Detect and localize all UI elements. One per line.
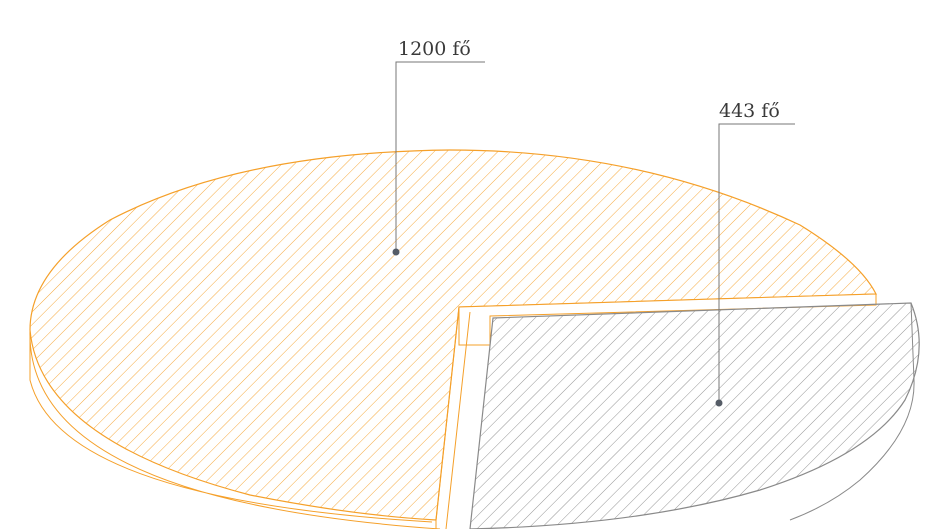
slice-1200-side — [29, 329, 441, 529]
slice-443 — [469, 302, 920, 529]
slice-label-443: 443 fő — [719, 100, 780, 122]
leader-dot-1200 — [392, 248, 400, 256]
slice-443-top — [469, 302, 920, 529]
slice-443-side — [789, 302, 915, 521]
slice-1200-cut-edge — [435, 306, 471, 529]
slice-label-1200: 1200 fő — [398, 38, 471, 60]
leader-line-1200 — [395, 61, 485, 252]
leader-dot-443 — [715, 399, 723, 407]
slice-1200 — [29, 149, 877, 529]
slice-1200-top — [29, 149, 877, 521]
label-1200: 1200 fő — [392, 38, 485, 256]
slice-1200-inner-face — [458, 293, 877, 346]
leader-line-443 — [718, 123, 795, 403]
label-443: 443 fő — [715, 100, 795, 407]
